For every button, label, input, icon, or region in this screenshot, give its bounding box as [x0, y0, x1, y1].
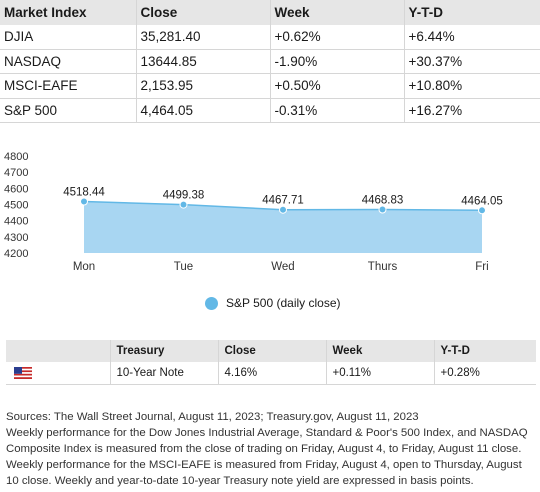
y-tick-label: 4200 [4, 248, 28, 260]
y-tick-label: 4300 [4, 232, 28, 244]
legend-label: S&P 500 (daily close) [226, 296, 341, 310]
table-row: NASDAQ 13644.85 -1.90% +30.37% [0, 49, 540, 74]
x-tick-label: Fri [475, 261, 488, 273]
chart-legend[interactable]: S&P 500 (daily close) [205, 296, 341, 310]
x-tick-label: Mon [73, 261, 95, 273]
sp500-area-chart: 4200 4300 4400 4500 4600 4700 4800 4518.44 4499.… [4, 151, 503, 273]
header-ytd: Y-T-D [433, 340, 536, 362]
index-close: 4,464.05 [135, 98, 270, 123]
treasury-week: +0.11% [325, 362, 434, 385]
market-table-header: Market Index Close Week Y-T-D [0, 0, 540, 25]
data-point [279, 205, 287, 214]
data-label: 4518.44 [63, 187, 105, 199]
data-point [80, 197, 88, 206]
y-tick-label: 4500 [4, 200, 28, 212]
x-tick-label: Thurs [368, 261, 398, 273]
header-week: Week [325, 340, 434, 362]
index-ytd: +30.37% [403, 49, 540, 74]
header-close: Close [217, 340, 326, 362]
header-flag [6, 340, 110, 362]
index-name: DJIA [0, 24, 136, 50]
data-point [478, 206, 486, 215]
footnotes: Sources: The Wall Street Journal, August… [6, 409, 536, 489]
header-close: Close [135, 0, 270, 25]
index-close: 35,281.40 [135, 24, 270, 50]
header-week: Week [269, 0, 404, 25]
data-label: 4464.05 [461, 195, 503, 207]
treasury-name: 10-Year Note [109, 362, 218, 385]
series-area [84, 201, 482, 253]
data-point [378, 205, 387, 214]
index-week: +0.62% [269, 24, 404, 50]
header-treasury: Treasury [109, 340, 218, 362]
sources-note: Sources: The Wall Street Journal, August… [6, 411, 419, 423]
index-name: MSCI-EAFE [0, 73, 136, 99]
table-row: MSCI-EAFE 2,153.95 +0.50% +10.80% [0, 73, 540, 99]
index-name: S&P 500 [0, 98, 136, 123]
header-ytd: Y-T-D [403, 0, 540, 25]
treasury-table-header: Treasury Close Week Y-T-D [6, 340, 536, 362]
index-week: +0.50% [269, 73, 404, 99]
table-row: 10-Year Note 4.16% +0.11% +0.28% [6, 362, 536, 385]
y-tick-label: 4800 [4, 151, 28, 163]
us-flag-icon [14, 366, 32, 379]
table-row: DJIA 35,281.40 +0.62% +6.44% [0, 24, 540, 50]
treasury-ytd: +0.28% [433, 362, 536, 385]
index-name: NASDAQ [0, 49, 136, 74]
index-ytd: +6.44% [403, 24, 540, 50]
header-market-index: Market Index [0, 0, 136, 25]
table-row: S&P 500 4,464.05 -0.31% +16.27% [0, 98, 540, 123]
methodology-note: Weekly performance for the Dow Jones Ind… [6, 427, 528, 487]
treasury-table: Treasury Close Week Y-T-D 10 [6, 340, 536, 385]
data-label: 4499.38 [163, 190, 205, 202]
y-tick-label: 4700 [4, 167, 28, 179]
x-tick-label: Tue [174, 261, 193, 273]
x-tick-label: Wed [271, 261, 294, 273]
data-point [179, 200, 188, 209]
market-index-table: Market Index Close Week Y-T-D DJIA 35,28… [0, 0, 540, 123]
y-tick-label: 4400 [4, 216, 28, 228]
index-ytd: +10.80% [403, 73, 540, 99]
index-close: 13644.85 [135, 49, 270, 74]
index-week: -1.90% [269, 49, 404, 74]
treasury-close: 4.16% [217, 362, 326, 385]
flag-cell [6, 362, 110, 385]
data-label: 4468.83 [362, 195, 404, 207]
index-week: -0.31% [269, 98, 404, 123]
index-ytd: +16.27% [403, 98, 540, 123]
y-tick-label: 4600 [4, 183, 28, 195]
data-label: 4467.71 [262, 195, 304, 207]
index-close: 2,153.95 [135, 73, 270, 99]
legend-marker [205, 296, 218, 310]
